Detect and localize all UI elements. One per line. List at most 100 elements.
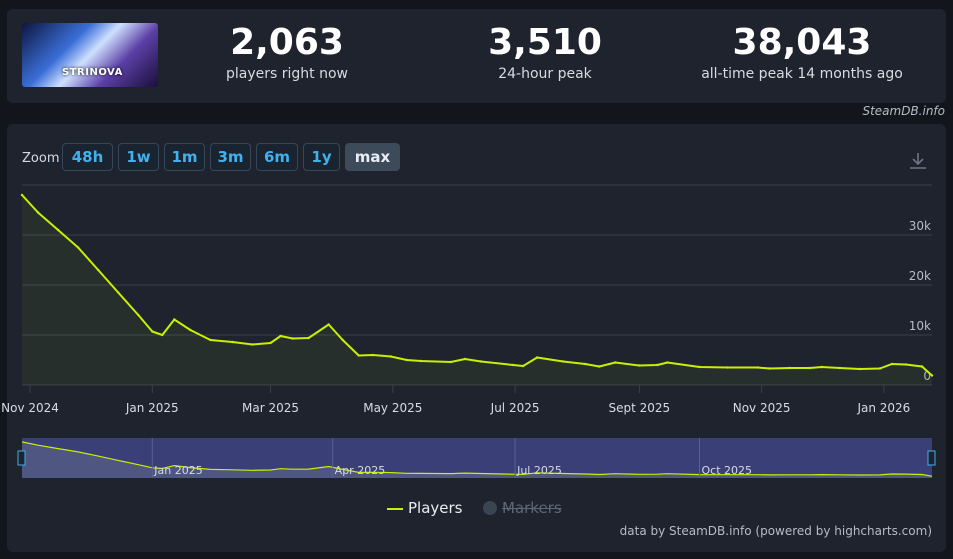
legend-markers-swatch (483, 501, 497, 515)
navigator-label: Apr 2025 (335, 464, 386, 477)
players-data-point[interactable] (511, 363, 515, 367)
players-data-point[interactable] (327, 323, 330, 326)
game-thumbnail[interactable]: STRINOVA (22, 23, 158, 87)
players-data-point[interactable] (231, 340, 234, 344)
download-icon[interactable] (907, 150, 929, 172)
players-data-point[interactable] (463, 357, 467, 361)
players-data-point[interactable] (449, 360, 453, 364)
players-data-point[interactable] (858, 367, 861, 371)
zoom-max-button[interactable]: max (345, 143, 400, 171)
players-data-point[interactable] (698, 365, 701, 369)
players-data-point[interactable] (279, 334, 282, 338)
all-time-peak-stat: 38,043 all-time peak 14 months ago (697, 23, 907, 83)
players-series-line[interactable] (21, 194, 933, 377)
players-data-point[interactable] (562, 360, 565, 363)
y-tick-label: 20k (909, 269, 931, 283)
players-data-point[interactable] (788, 366, 791, 370)
day-peak-stat: 3,510 24-hour peak (470, 23, 620, 83)
zoom-1w-button[interactable]: 1w (118, 143, 159, 171)
navigator-label: Jul 2025 (516, 464, 562, 477)
players-data-point[interactable] (838, 366, 841, 370)
game-logo-text: STRINOVA (62, 67, 123, 78)
legend-item-players[interactable]: Players (387, 499, 463, 517)
players-data-point[interactable] (76, 246, 80, 249)
players-data-point[interactable] (920, 365, 924, 368)
players-data-point[interactable] (251, 343, 254, 346)
zoom-3m-button[interactable]: 3m (210, 143, 251, 171)
players-data-point[interactable] (756, 366, 759, 369)
navigator-handle-right[interactable] (927, 450, 936, 466)
x-tick-label: Sept 2025 (609, 401, 671, 415)
players-data-point[interactable] (56, 228, 60, 232)
players-data-point[interactable] (307, 336, 310, 340)
players-data-point[interactable] (357, 354, 360, 357)
y-tick-label: 10k (909, 319, 931, 333)
zoom-1m-button[interactable]: 1m (164, 143, 205, 171)
players-data-point[interactable] (389, 355, 392, 358)
players-data-point[interactable] (614, 361, 617, 364)
players-data-point[interactable] (890, 362, 894, 366)
players-data-point[interactable] (666, 361, 669, 364)
players-data-point[interactable] (584, 362, 587, 366)
players-data-point[interactable] (97, 268, 100, 272)
players-data-point[interactable] (808, 366, 811, 370)
navigator-handle-left[interactable] (17, 450, 26, 466)
x-tick-label: Mar 2025 (242, 401, 299, 415)
players-data-point[interactable] (726, 366, 729, 369)
x-tick-label: May 2025 (363, 401, 422, 415)
highcharts-credit[interactable]: data by SteamDB.info (powered by highcha… (619, 524, 932, 538)
day-peak-label: 24-hour peak (498, 66, 592, 82)
x-tick-label: Nov 2025 (733, 401, 791, 415)
navigator-series-line (21, 441, 933, 477)
zoom-1y-button[interactable]: 1y (303, 143, 340, 171)
players-data-point[interactable] (117, 291, 120, 294)
players-data-point[interactable] (405, 358, 408, 362)
players-data-point[interactable] (269, 341, 272, 345)
stats-panel: STRINOVA 2,063 players right now 3,510 2… (7, 9, 946, 103)
players-data-point[interactable] (598, 365, 601, 368)
players-data-point[interactable] (209, 338, 212, 342)
players-data-point[interactable] (479, 360, 483, 363)
players-data-point[interactable] (20, 193, 24, 197)
legend-item-markers[interactable]: Markers (483, 499, 562, 517)
y-tick-label: 30k (909, 219, 931, 233)
legend-players-label: Players (408, 499, 463, 517)
players-data-point[interactable] (173, 318, 176, 321)
all-time-peak-value: 38,043 (732, 22, 872, 63)
current-players-label: players right now (226, 66, 348, 82)
players-data-point[interactable] (36, 211, 40, 214)
x-tick-label: Jan 2026 (856, 401, 910, 415)
players-data-point[interactable] (656, 363, 659, 367)
players-data-point[interactable] (151, 330, 154, 333)
players-data-point[interactable] (189, 328, 192, 332)
players-data-point[interactable] (291, 337, 294, 340)
x-tick-label: Jul 2025 (490, 401, 540, 415)
day-peak-value: 3,510 (488, 22, 602, 63)
players-data-point[interactable] (161, 333, 164, 337)
players-data-point[interactable] (904, 363, 908, 366)
navigator-label: Oct 2025 (701, 464, 752, 477)
navigator-selection[interactable] (22, 438, 932, 478)
players-data-point[interactable] (768, 367, 771, 370)
players-data-point[interactable] (521, 364, 525, 368)
current-players-value: 2,063 (230, 22, 344, 63)
x-tick-label: Jan 2025 (125, 401, 179, 415)
players-data-point[interactable] (341, 338, 344, 342)
players-data-point[interactable] (820, 365, 823, 369)
players-area (22, 195, 932, 385)
legend-markers-label: Markers (502, 499, 562, 517)
steamdb-credit[interactable]: SteamDB.info (862, 104, 945, 118)
zoom-48h-button[interactable]: 48h (62, 143, 113, 171)
players-data-point[interactable] (878, 367, 882, 370)
players-data-point[interactable] (371, 353, 374, 357)
chart-panel (7, 124, 946, 552)
current-players-stat: 2,063 players right now (212, 23, 362, 83)
players-data-point[interactable] (535, 356, 539, 359)
players-data-point[interactable] (137, 313, 140, 317)
players-data-point[interactable] (930, 374, 934, 377)
players-data-point[interactable] (638, 364, 641, 367)
zoom-6m-button[interactable]: 6m (256, 143, 298, 171)
all-time-peak-label: all-time peak 14 months ago (701, 66, 903, 82)
players-data-point[interactable] (419, 359, 423, 363)
